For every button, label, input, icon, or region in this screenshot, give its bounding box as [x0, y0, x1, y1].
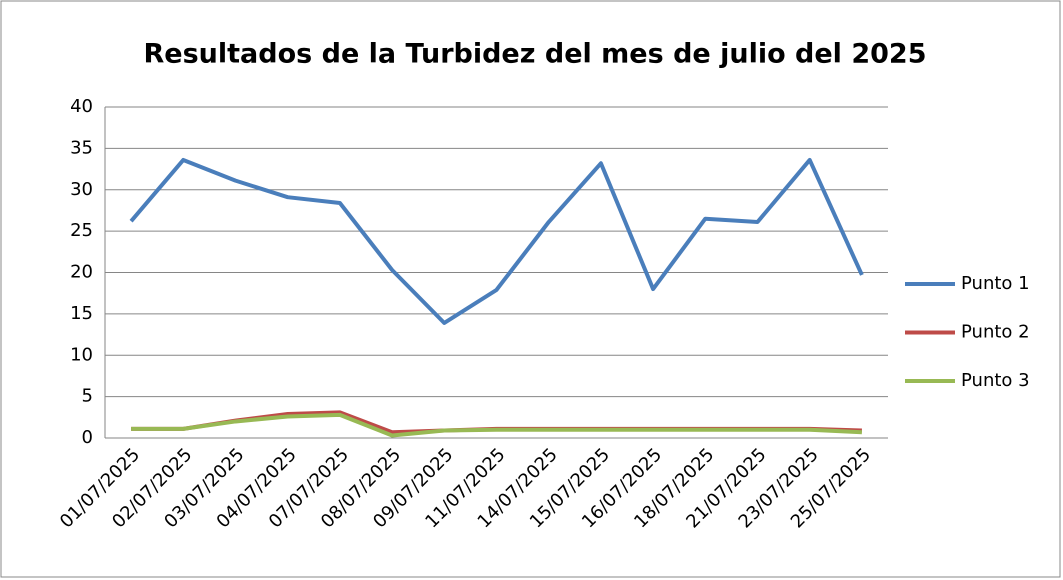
- data-line: [129, 157, 864, 325]
- y-tick-label: 30: [70, 179, 93, 200]
- chart-title: Resultados de la Turbidez del mes de jul…: [144, 39, 927, 70]
- y-tick-label: 0: [82, 427, 93, 448]
- legend-label: Punto 2: [961, 322, 1030, 343]
- legend-label: Punto 3: [961, 370, 1030, 391]
- y-tick-label: 35: [70, 137, 93, 158]
- y-tick-label: 10: [70, 344, 93, 365]
- data-line: [131, 412, 862, 438]
- legend-label: Punto 1: [961, 273, 1030, 294]
- y-tick-label: 20: [70, 262, 93, 283]
- y-tick-label: 15: [70, 303, 93, 324]
- y-tick-label: 40: [70, 96, 93, 117]
- y-tick-label: 25: [70, 220, 93, 241]
- y-tick-label: 5: [82, 386, 93, 407]
